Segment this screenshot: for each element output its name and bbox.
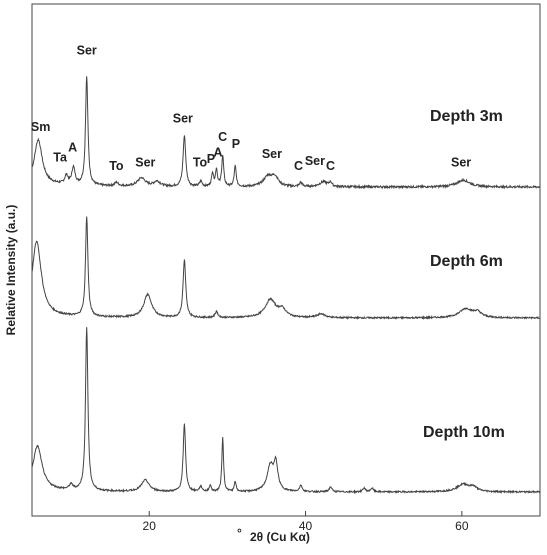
peak-label-1-7: Ser <box>173 111 193 125</box>
peak-label-1-9: A <box>213 145 222 159</box>
x-tick-label-3: 60 <box>455 519 469 533</box>
x-axis-title: 2θ (Cu Kα) <box>250 530 310 544</box>
peak-label-1-14: C <box>294 159 303 173</box>
series-line-3 <box>31 327 541 495</box>
peak-label-1-5: To <box>109 159 124 173</box>
peak-label-1-2: Ta <box>53 151 68 165</box>
depth-label-3: Depth 10m <box>423 424 505 441</box>
peak-label-1-13: Ser <box>262 147 282 161</box>
tick-layer: 20 40 60 <box>143 511 469 533</box>
series-line-1 <box>31 76 541 190</box>
y-axis-title: Relative Intensity (a.u.) <box>4 205 18 336</box>
depth-label-1: Depth 3m <box>430 108 503 125</box>
peak-label-1-1: Sm <box>31 120 50 134</box>
peak-label-1-17: Ser <box>451 156 471 170</box>
peak-label-1-15: Ser <box>305 154 325 168</box>
peak-label-1-10: P <box>207 152 215 166</box>
series-layer <box>31 76 541 495</box>
peak-label-1-11: C <box>218 130 227 144</box>
x-tick-label-2: 40 <box>299 519 313 533</box>
plot-frame <box>31 3 541 517</box>
depth-label-2: Depth 6m <box>430 253 503 270</box>
peak-label-1-12: P <box>232 137 240 151</box>
x-tick-label-1: 20 <box>143 519 157 533</box>
peak-label-1-8: To <box>193 156 208 170</box>
series-line-2 <box>31 216 541 321</box>
x-axis-prefix: ° <box>237 526 242 540</box>
peak-label-1-6: Ser <box>135 156 155 170</box>
peak-label-1-4: Ser <box>77 43 97 57</box>
peak-label-1-3: A <box>68 140 77 154</box>
depth-label-layer: Depth 3m Depth 6m Depth 10m <box>423 108 505 441</box>
peak-label-1-16: C <box>326 159 335 173</box>
